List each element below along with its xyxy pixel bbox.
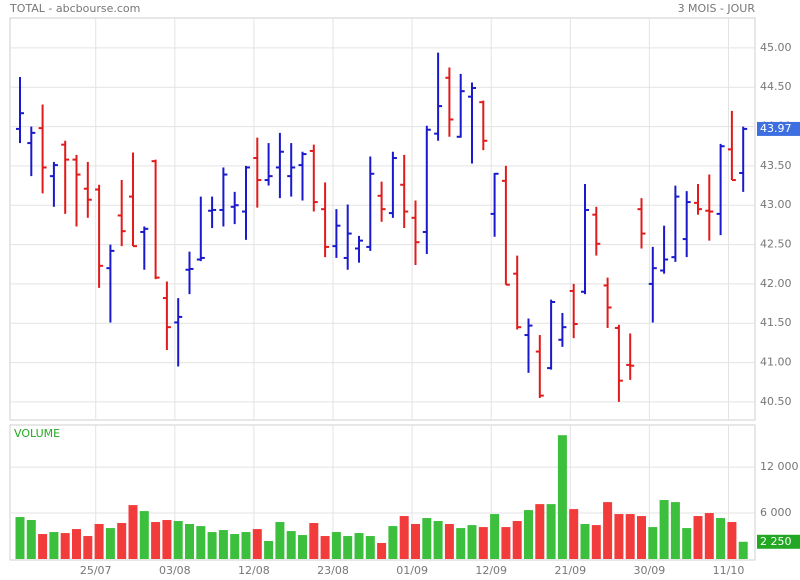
y-tick-label: 43.50 (760, 159, 792, 172)
volume-bar (331, 532, 341, 559)
volume-bar (60, 533, 70, 559)
volume-bar (72, 529, 81, 559)
chart-title: TOTAL - abcbourse.com (9, 2, 140, 15)
volume-bar (94, 524, 104, 559)
last-price-marker (757, 121, 800, 136)
volume-bar (727, 522, 737, 559)
volume-bar (682, 528, 692, 559)
volume-bar (704, 513, 714, 559)
volume-bar (716, 518, 726, 559)
volume-bar (524, 510, 533, 559)
volume-bar (444, 524, 454, 559)
volume-bar (286, 531, 296, 559)
y-tick-label: 41.00 (760, 356, 792, 369)
y-tick-label: 45.00 (760, 41, 792, 54)
volume-bar (670, 502, 680, 559)
volume-bar (467, 525, 477, 559)
volume-bar (557, 435, 567, 559)
last-price-label: 43.97 (760, 122, 792, 135)
volume-bar (365, 536, 375, 559)
volume-bar (26, 520, 36, 559)
volume-bar (580, 524, 590, 559)
volume-bar (343, 536, 353, 559)
volume-bar (603, 502, 613, 559)
volume-bar (218, 530, 228, 559)
volume-bar (591, 525, 601, 559)
volume-panel (9, 424, 756, 561)
volume-bar (490, 514, 500, 559)
volume-bar (320, 536, 330, 559)
volume-bar (241, 532, 251, 559)
volume-bar (207, 532, 217, 559)
volume-bar (275, 522, 285, 559)
volume-bar (388, 526, 398, 559)
price-panel (9, 17, 756, 421)
volume-bar (546, 504, 556, 559)
chart-subtitle: 3 MOIS - JOUR (678, 2, 756, 15)
x-tick-label: 12/09 (475, 564, 507, 577)
volume-bar (83, 536, 93, 559)
volume-bar (433, 521, 443, 559)
volume-bar (128, 505, 138, 559)
volume-bar (196, 526, 206, 559)
y-tick-label: 42.00 (760, 277, 792, 290)
y-tick-label: 42.50 (760, 238, 792, 251)
volume-bar (252, 529, 262, 559)
volume-bar (422, 518, 432, 559)
volume-bar (569, 509, 579, 559)
volume-bar (512, 521, 522, 559)
volume-bar (535, 504, 545, 559)
volume-bar (637, 516, 646, 559)
volume-bar (151, 522, 161, 559)
volume-bar (693, 516, 703, 559)
volume-bar (139, 511, 149, 559)
volume-bar (264, 541, 274, 559)
x-tick-label: 25/07 (80, 564, 112, 577)
volume-bar (738, 541, 748, 559)
volume-bar (501, 527, 511, 559)
volume-bar (411, 524, 420, 559)
volume-bar (614, 514, 624, 559)
volume-bar (162, 520, 172, 559)
x-tick-label: 30/09 (634, 564, 666, 577)
x-tick-label: 03/08 (159, 564, 191, 577)
volume-bar (456, 528, 466, 559)
last-volume-marker (757, 534, 800, 549)
x-tick-label: 21/09 (554, 564, 586, 577)
volume-bar (105, 528, 115, 559)
volume-bar (648, 527, 658, 559)
volume-bar (173, 521, 183, 559)
volume-bar (230, 534, 240, 559)
y-tick-label: 6 000 (760, 506, 792, 519)
volume-bar (377, 542, 387, 559)
volume-bar (309, 523, 319, 559)
y-tick-label: 43.00 (760, 198, 792, 211)
volume-bar (49, 532, 59, 559)
y-tick-label: 41.50 (760, 316, 792, 329)
volume-bar (38, 534, 48, 559)
volume-title: VOLUME (14, 427, 60, 440)
y-tick-label: 12 000 (760, 460, 799, 473)
y-tick-label: 44.50 (760, 80, 792, 93)
x-tick-label: 23/08 (317, 564, 349, 577)
volume-bar (659, 500, 669, 559)
volume-bar (625, 514, 635, 559)
x-tick-label: 01/09 (396, 564, 428, 577)
volume-bar (399, 516, 409, 559)
x-tick-label: 11/10 (713, 564, 745, 577)
volume-bar (298, 535, 307, 559)
volume-bar (185, 524, 194, 559)
volume-bar (117, 523, 127, 559)
x-tick-label: 12/08 (238, 564, 270, 577)
volume-bar (478, 527, 488, 559)
volume-bar (15, 517, 25, 559)
last-volume-label: 2 250 (760, 535, 792, 548)
y-tick-label: 40.50 (760, 395, 792, 408)
volume-bar (354, 533, 364, 559)
